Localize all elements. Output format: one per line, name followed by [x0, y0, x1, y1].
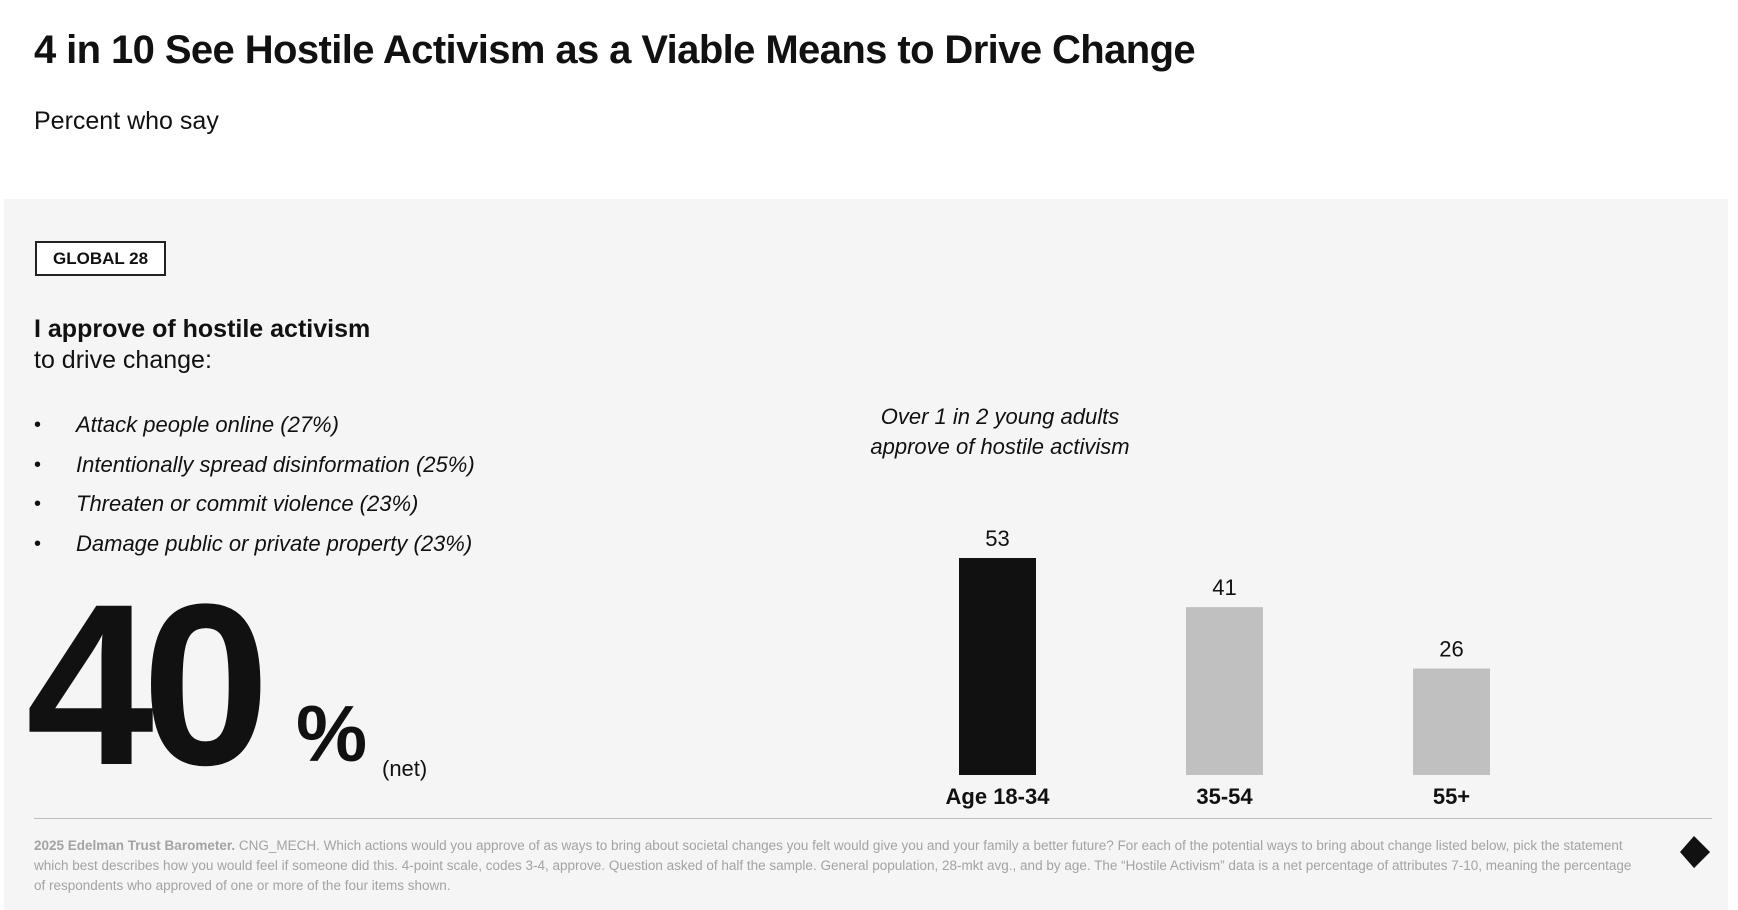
data-label: 26	[1439, 637, 1463, 662]
list-item-text: Attack people online (27%)	[76, 412, 339, 437]
content-panel	[4, 199, 1728, 910]
list-item: • Attack people online (27%)	[34, 412, 475, 452]
question-heading: I approve of hostile activism	[34, 315, 371, 343]
headline-stat-qualifier: (net)	[382, 756, 428, 781]
bullet-icon: •	[34, 493, 42, 515]
data-label: 41	[1212, 575, 1236, 600]
question-continuation: to drive change:	[34, 346, 212, 374]
footnote-text: CNG_MECH. Which actions would you approv…	[34, 838, 1632, 893]
arrow-down-right-icon[interactable]	[1676, 834, 1712, 870]
footer-divider	[34, 818, 1712, 819]
list-item: • Threaten or commit violence (23%)	[34, 491, 475, 531]
page-subtitle: Percent who say	[34, 107, 219, 135]
list-item: • Intentionally spread disinformation (25…	[34, 452, 475, 492]
bar-55-	[1413, 668, 1490, 775]
list-item-text: Threaten or commit violence (23%)	[76, 491, 419, 516]
footnote: 2025 Edelman Trust Barometer. CNG_MECH. …	[34, 836, 1634, 896]
hostile-actions-list: • Attack people online (27%) • Intentional…	[34, 412, 475, 570]
chart-annotation-line2: approve of hostile activism	[870, 434, 1130, 459]
category-label: Age 18-34	[946, 784, 1051, 809]
page-title: 4 in 10 See Hostile Activism as a Viable…	[34, 28, 1196, 72]
list-item: • Damage public or private property (23%)	[34, 531, 475, 571]
headline-stat-value: 40	[26, 556, 270, 813]
footnote-source: 2025 Edelman Trust Barometer.	[34, 838, 236, 853]
chart-annotation: Over 1 in 2 young adults approve of host…	[850, 402, 1150, 462]
bar-35-54	[1186, 607, 1263, 775]
data-label: 53	[985, 526, 1009, 551]
category-label: 35-54	[1196, 784, 1253, 809]
list-item-text: Damage public or private property (23%)	[76, 530, 473, 556]
bullet-icon: •	[34, 532, 42, 555]
bar-age-18-34	[959, 558, 1036, 775]
headline-stat-unit: %	[296, 689, 368, 778]
bullet-icon: •	[34, 414, 42, 436]
bullet-icon: •	[34, 453, 42, 476]
category-label: 55+	[1433, 784, 1470, 809]
age-bar-chart: 53 Age 18-34 41 35-54 26 55+	[946, 526, 1490, 809]
chart-annotation-line1: Over 1 in 2 young adults	[880, 404, 1120, 429]
list-item-text: Intentionally spread disinformation (25%…	[76, 451, 475, 477]
region-badge: GLOBAL 28	[35, 241, 167, 276]
